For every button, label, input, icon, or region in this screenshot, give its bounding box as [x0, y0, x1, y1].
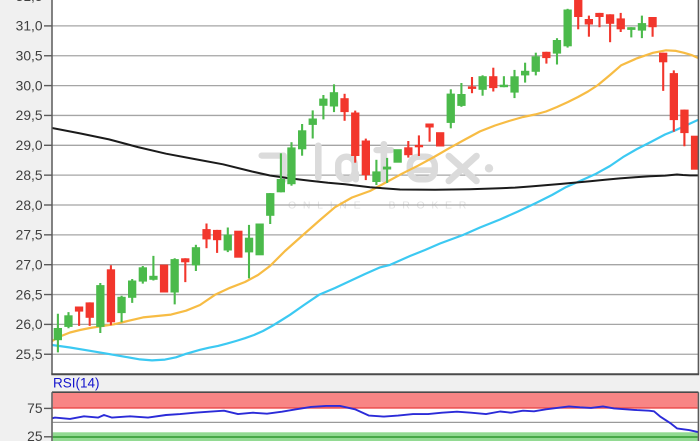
svg-text:31,0: 31,0 — [16, 19, 43, 34]
svg-text:75: 75 — [27, 401, 43, 416]
svg-text:27,5: 27,5 — [16, 228, 43, 243]
svg-text:26,5: 26,5 — [16, 287, 43, 302]
svg-text:28,0: 28,0 — [16, 198, 43, 213]
svg-text:30,0: 30,0 — [16, 78, 43, 93]
svg-text:28,5: 28,5 — [16, 168, 43, 183]
svg-text:30,5: 30,5 — [16, 49, 43, 64]
svg-text:25: 25 — [27, 429, 43, 441]
svg-text:29,5: 29,5 — [16, 108, 43, 123]
svg-text:RSI(14): RSI(14) — [53, 376, 100, 391]
svg-text:27,0: 27,0 — [16, 258, 43, 273]
svg-text:29,0: 29,0 — [16, 138, 43, 153]
svg-text:31,5: 31,5 — [16, 0, 43, 4]
svg-text:26,0: 26,0 — [16, 317, 43, 332]
svg-text:25,5: 25,5 — [16, 347, 43, 362]
